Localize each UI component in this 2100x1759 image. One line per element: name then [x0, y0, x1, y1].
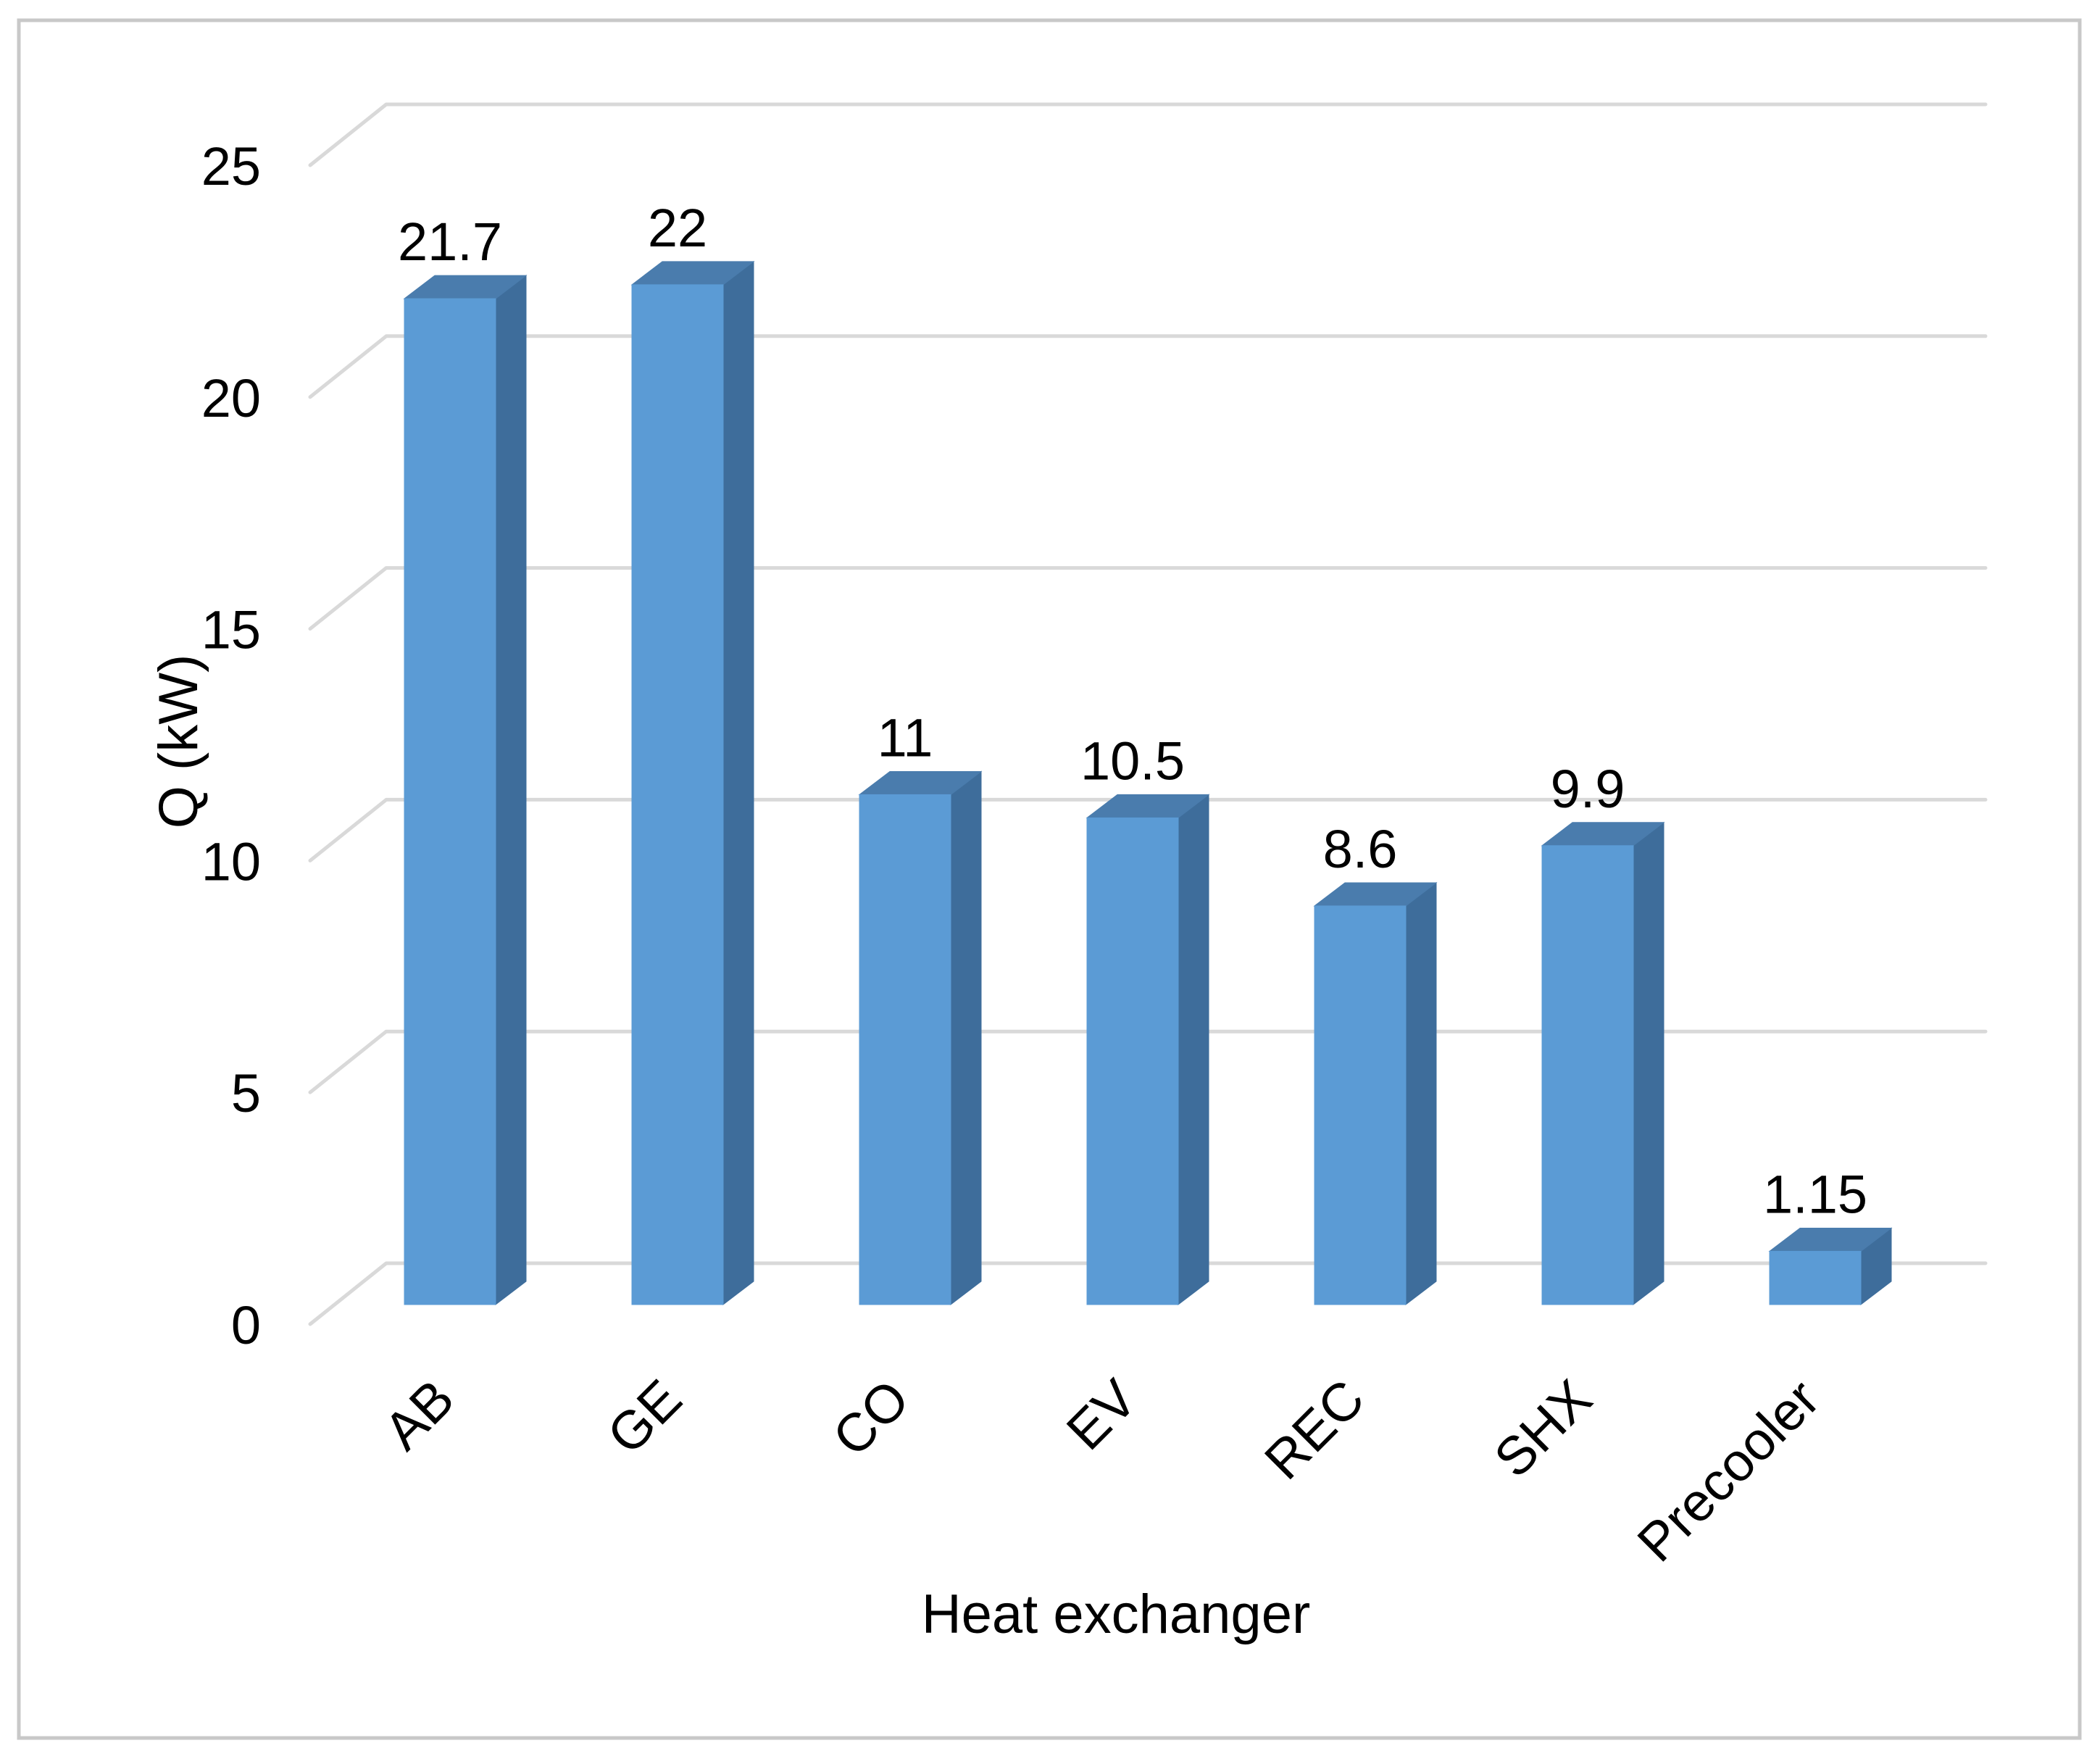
bar-EV: [1086, 794, 1210, 1306]
y-tick-20: 20: [201, 368, 261, 428]
gridlines: [308, 102, 1988, 1326]
bar-AB: [403, 275, 528, 1306]
x-axis-title: Heat exchanger: [922, 1584, 1311, 1645]
bar-Precooler: [1768, 1227, 1893, 1306]
value-label-GE: 22: [648, 198, 707, 258]
category-label-GE: GE: [596, 1368, 693, 1465]
value-label-CO: 11: [878, 707, 933, 768]
y-tick-5: 5: [231, 1063, 261, 1123]
category-label-CO: CO: [821, 1368, 920, 1468]
category-label-SHX: SHX: [1483, 1368, 1603, 1489]
bar-REC: [1313, 881, 1438, 1306]
bars: [403, 260, 1893, 1306]
category-label-EV: EV: [1055, 1368, 1149, 1461]
bar-SHX: [1541, 821, 1665, 1306]
value-label-EV: 10.5: [1080, 731, 1185, 791]
bar-GE: [630, 260, 755, 1306]
y-axis-title: Q (kW): [148, 654, 209, 829]
bar-CO: [858, 770, 983, 1306]
category-label-REC: REC: [1253, 1368, 1375, 1491]
chart-frame: [17, 18, 2082, 1740]
y-tick-0: 0: [231, 1295, 261, 1355]
y-tick-25: 25: [201, 136, 261, 196]
y-tick-labels: 0 5 10 15 20 25: [201, 136, 261, 1355]
y-tick-15: 15: [201, 600, 261, 660]
y-tick-10: 10: [201, 831, 261, 891]
x-category-labels: AB GE CO EV REC SHX Precooler: [372, 1368, 1830, 1573]
value-label-SHX: 9.9: [1551, 759, 1625, 819]
value-label-AB: 21.7: [398, 212, 502, 272]
category-label-AB: AB: [372, 1368, 465, 1461]
category-label-Precooler: Precooler: [1626, 1368, 1831, 1573]
value-label-REC: 8.6: [1323, 819, 1398, 879]
value-label-Precooler: 1.15: [1763, 1164, 1867, 1224]
value-labels: 21.7 22 11 10.5 8.6 9.9 1.15: [398, 198, 1867, 1225]
